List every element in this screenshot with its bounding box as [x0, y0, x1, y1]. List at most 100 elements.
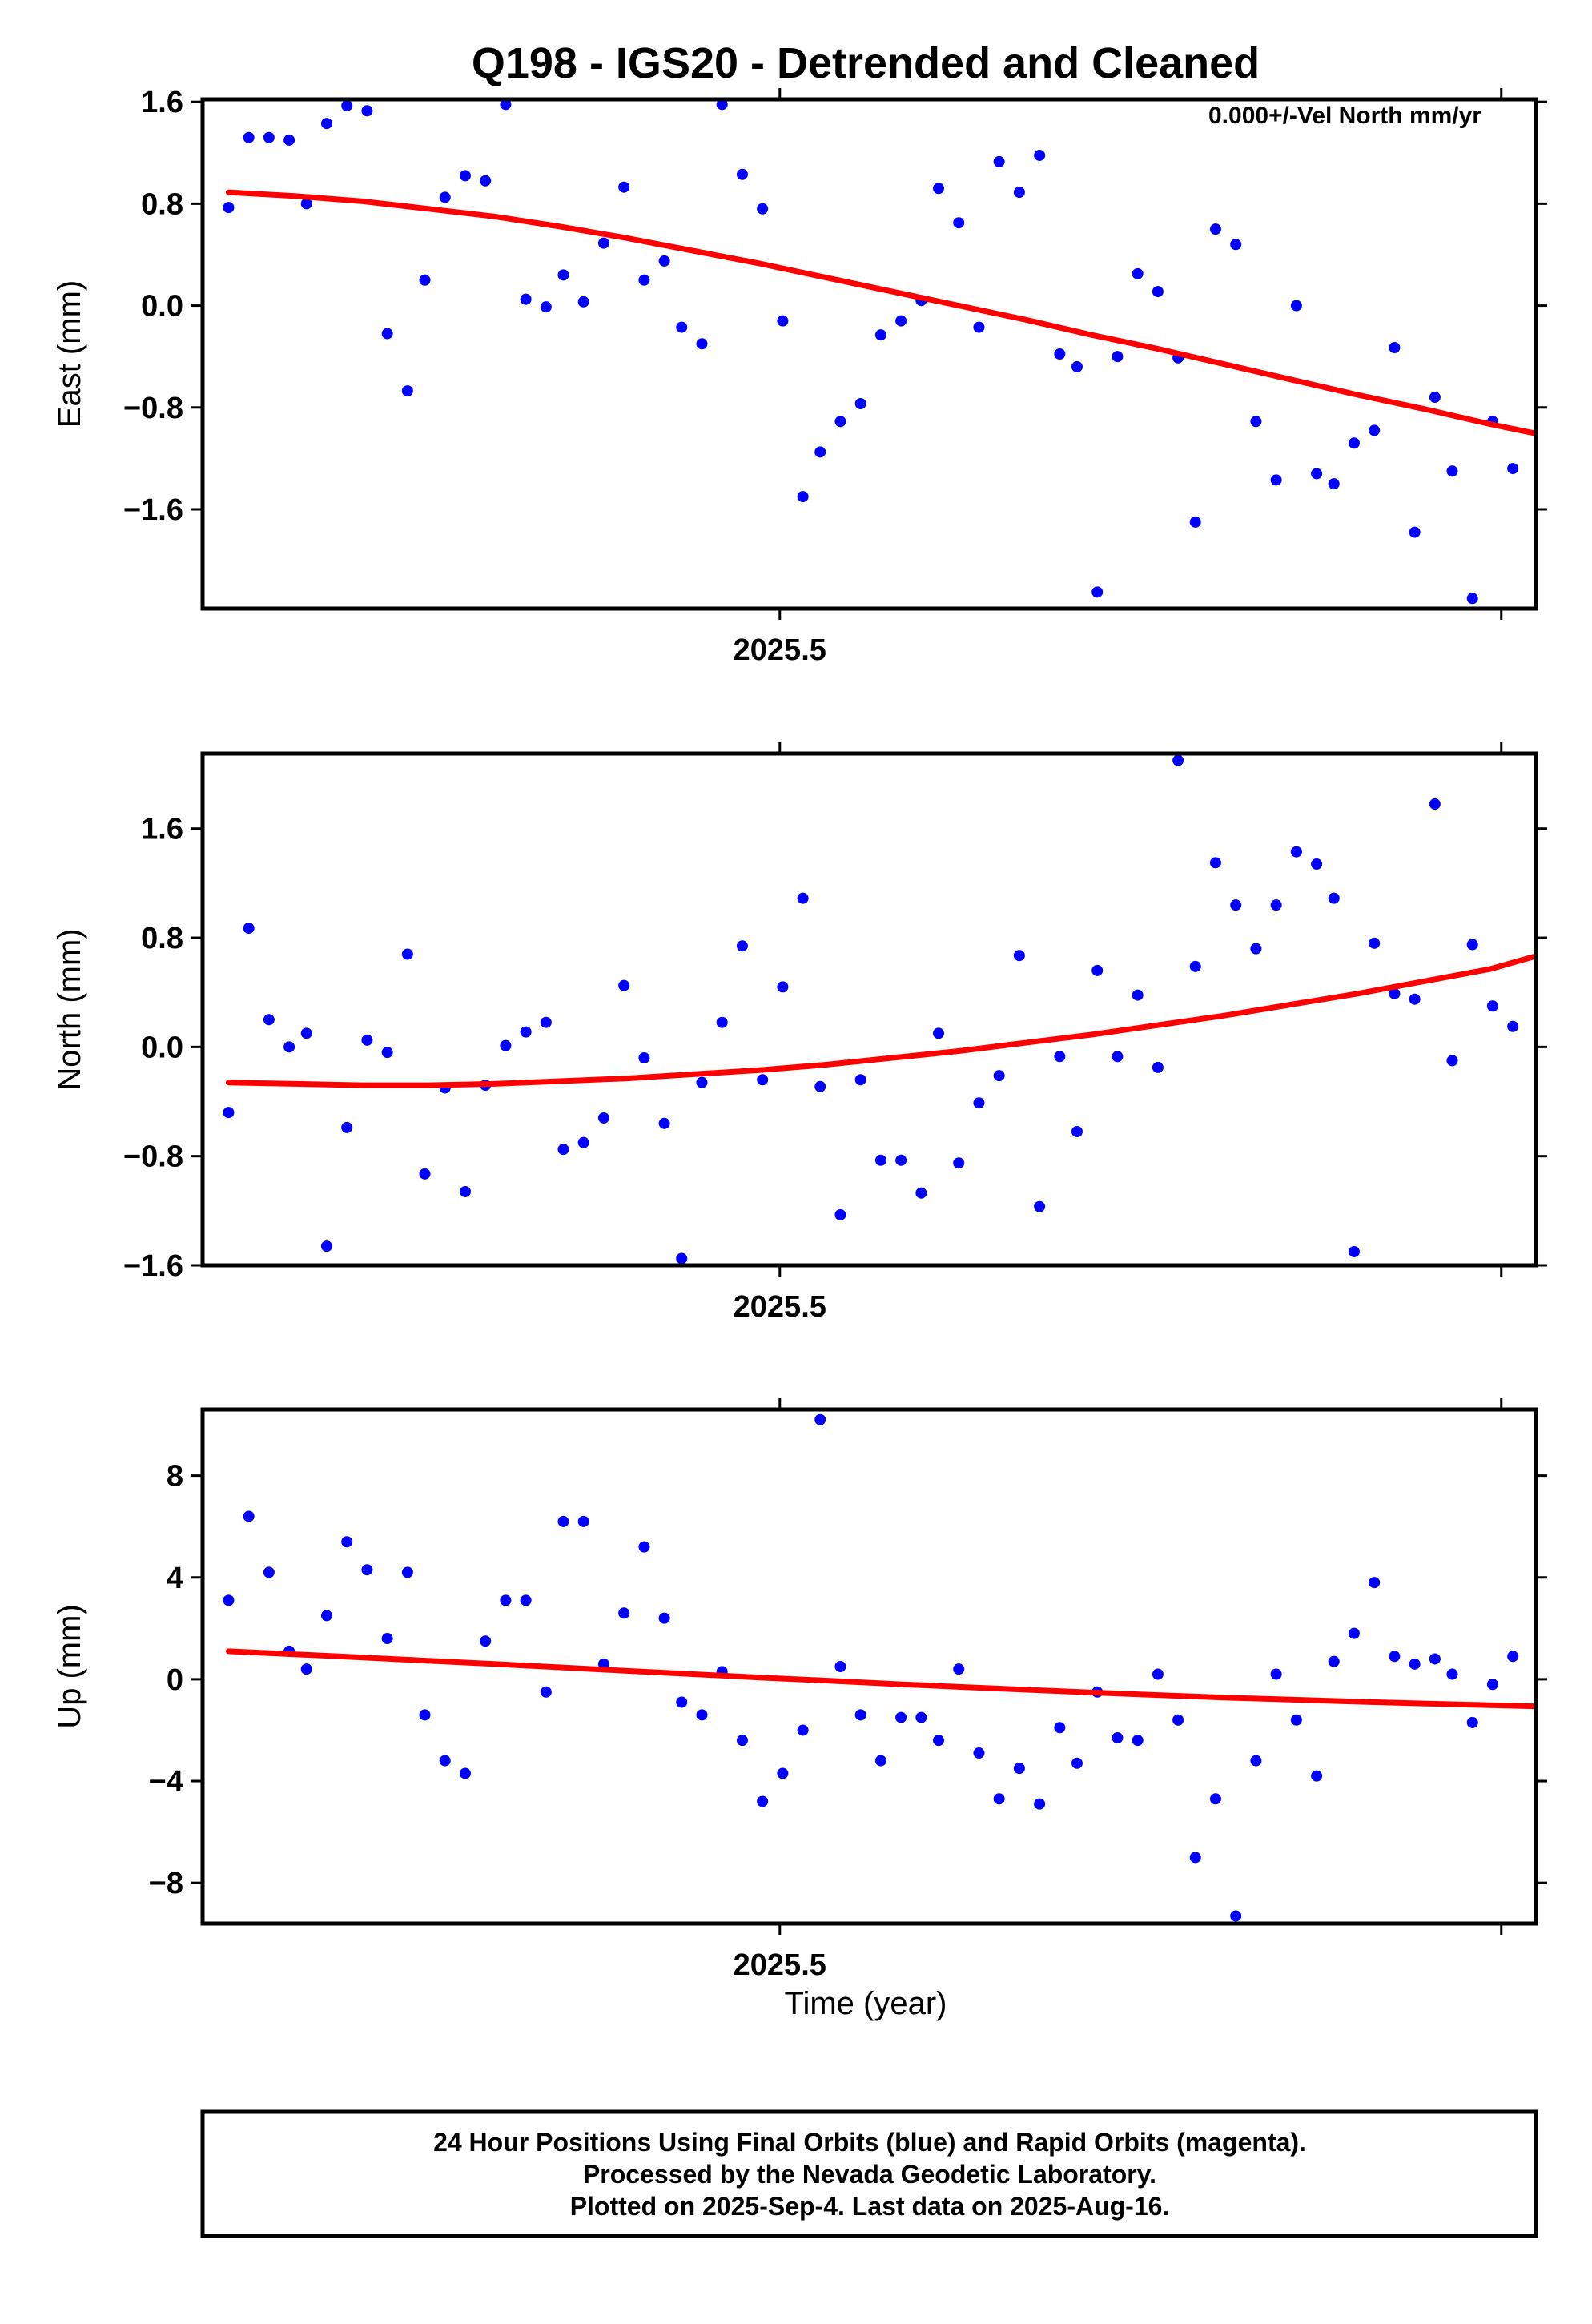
- up-data-point: [1389, 1651, 1401, 1663]
- east-data-point: [797, 491, 809, 503]
- north-data-point: [341, 1121, 353, 1133]
- up-data-point: [1507, 1651, 1519, 1663]
- east-data-point: [658, 255, 670, 267]
- north-data-point: [993, 1070, 1005, 1082]
- east-data-point: [1132, 267, 1144, 279]
- up-data-point: [1132, 1735, 1144, 1747]
- east-data-point: [1091, 586, 1104, 598]
- north-data-point: [1328, 892, 1340, 904]
- east-data-point: [243, 131, 255, 143]
- up-data-point: [557, 1515, 569, 1527]
- chart-title: Q198 - IGS20 - Detrended and Cleaned: [472, 39, 1260, 87]
- up-data-point: [1189, 1852, 1201, 1864]
- up-data-point: [1250, 1755, 1262, 1767]
- up-data-point: [1429, 1653, 1441, 1665]
- north-data-point: [419, 1168, 431, 1180]
- east-data-point: [814, 446, 826, 458]
- up-data-point: [300, 1663, 312, 1675]
- up-ytick-label: 8: [167, 1460, 183, 1494]
- north-data-point: [757, 1074, 769, 1086]
- north-data-point: [1230, 899, 1242, 911]
- east-data-point: [381, 328, 393, 340]
- north-data-point: [797, 892, 809, 904]
- north-ytick-label: 1.6: [141, 813, 183, 846]
- east-data-point: [1527, 0, 1538, 6]
- east-data-point: [973, 321, 985, 333]
- up-data-point: [459, 1767, 471, 1779]
- east-points: [223, 0, 1538, 605]
- north-panel: −1.6 −0.8 0.0 0.8 1.6 2025.5 North (mm): [52, 0, 1547, 1324]
- east-data-point: [874, 329, 886, 341]
- north-ytick-label: −0.8: [123, 1140, 183, 1174]
- north-data-point: [1189, 960, 1201, 972]
- east-data-point: [361, 105, 373, 117]
- north-data-point: [263, 1014, 275, 1026]
- east-data-point: [1250, 416, 1262, 428]
- up-data-point: [618, 1607, 630, 1619]
- north-data-point: [1290, 846, 1302, 858]
- east-data-point: [854, 398, 866, 410]
- east-data-point: [577, 296, 589, 308]
- north-xtick-label: 2025.5: [734, 1290, 826, 1324]
- north-data-point: [814, 1080, 826, 1092]
- north-data-point: [1486, 1000, 1498, 1012]
- east-data-point: [777, 315, 789, 327]
- east-data-point: [520, 293, 532, 305]
- up-data-point: [854, 1709, 866, 1721]
- footer-line-2: Processed by the Nevada Geodetic Laborat…: [583, 2160, 1156, 2189]
- north-data-point: [1132, 989, 1144, 1001]
- east-data-point: [540, 301, 552, 313]
- north-data-point: [1409, 993, 1421, 1005]
- north-data-point: [243, 923, 255, 935]
- footer-box: [200, 2109, 1538, 2238]
- north-data-point: [854, 1074, 866, 1086]
- east-data-point: [263, 131, 275, 143]
- east-data-point: [1290, 300, 1302, 312]
- north-data-point: [736, 940, 748, 952]
- up-data-point: [834, 1661, 846, 1672]
- north-data-point: [283, 1041, 295, 1053]
- up-data-point: [638, 1541, 650, 1553]
- north-data-point: [638, 1051, 650, 1063]
- up-data-point: [1369, 1577, 1381, 1589]
- north-ytick-label: −1.6: [123, 1249, 183, 1283]
- up-data-point: [439, 1755, 451, 1767]
- north-data-point: [1172, 754, 1184, 766]
- north-data-point: [834, 1208, 846, 1220]
- north-data-point: [1112, 1051, 1124, 1063]
- up-data-point: [540, 1686, 552, 1698]
- east-data-point: [283, 134, 295, 146]
- up-data-point: [658, 1612, 670, 1624]
- up-data-point: [932, 1735, 944, 1747]
- up-data-point: [874, 1755, 886, 1767]
- north-data-point: [1527, 0, 1538, 6]
- up-data-point: [480, 1635, 492, 1647]
- north-plot-frame: [200, 751, 1538, 1268]
- north-data-point: [658, 1117, 670, 1129]
- east-panel: −1.6 −0.8 0.0 0.8 1.6 2025.5 East (mm) 0.000+/-…: [52, 0, 1547, 667]
- east-data-point: [1466, 593, 1478, 605]
- north-data-point: [540, 1016, 552, 1028]
- up-data-point: [1054, 1722, 1066, 1734]
- up-data-point: [1409, 1658, 1421, 1670]
- east-data-point: [1429, 392, 1441, 404]
- north-data-point: [300, 1027, 312, 1039]
- up-data-point: [500, 1594, 512, 1606]
- east-data-point: [480, 175, 492, 187]
- north-data-point: [459, 1185, 471, 1197]
- north-data-point: [1054, 1051, 1066, 1063]
- north-data-point: [1369, 937, 1381, 949]
- north-data-point: [696, 1076, 708, 1088]
- east-data-point: [459, 170, 471, 182]
- north-data-point: [557, 1144, 569, 1156]
- up-data-point: [1034, 1798, 1046, 1810]
- north-data-point: [1209, 857, 1221, 869]
- up-data-point: [320, 1610, 332, 1622]
- up-data-point: [401, 1566, 413, 1578]
- east-data-point: [320, 118, 332, 130]
- east-xtick-label: 2025.5: [734, 633, 826, 667]
- north-data-point: [1071, 1126, 1083, 1138]
- north-data-point: [577, 1136, 589, 1148]
- east-ytick-label: −1.6: [123, 493, 183, 527]
